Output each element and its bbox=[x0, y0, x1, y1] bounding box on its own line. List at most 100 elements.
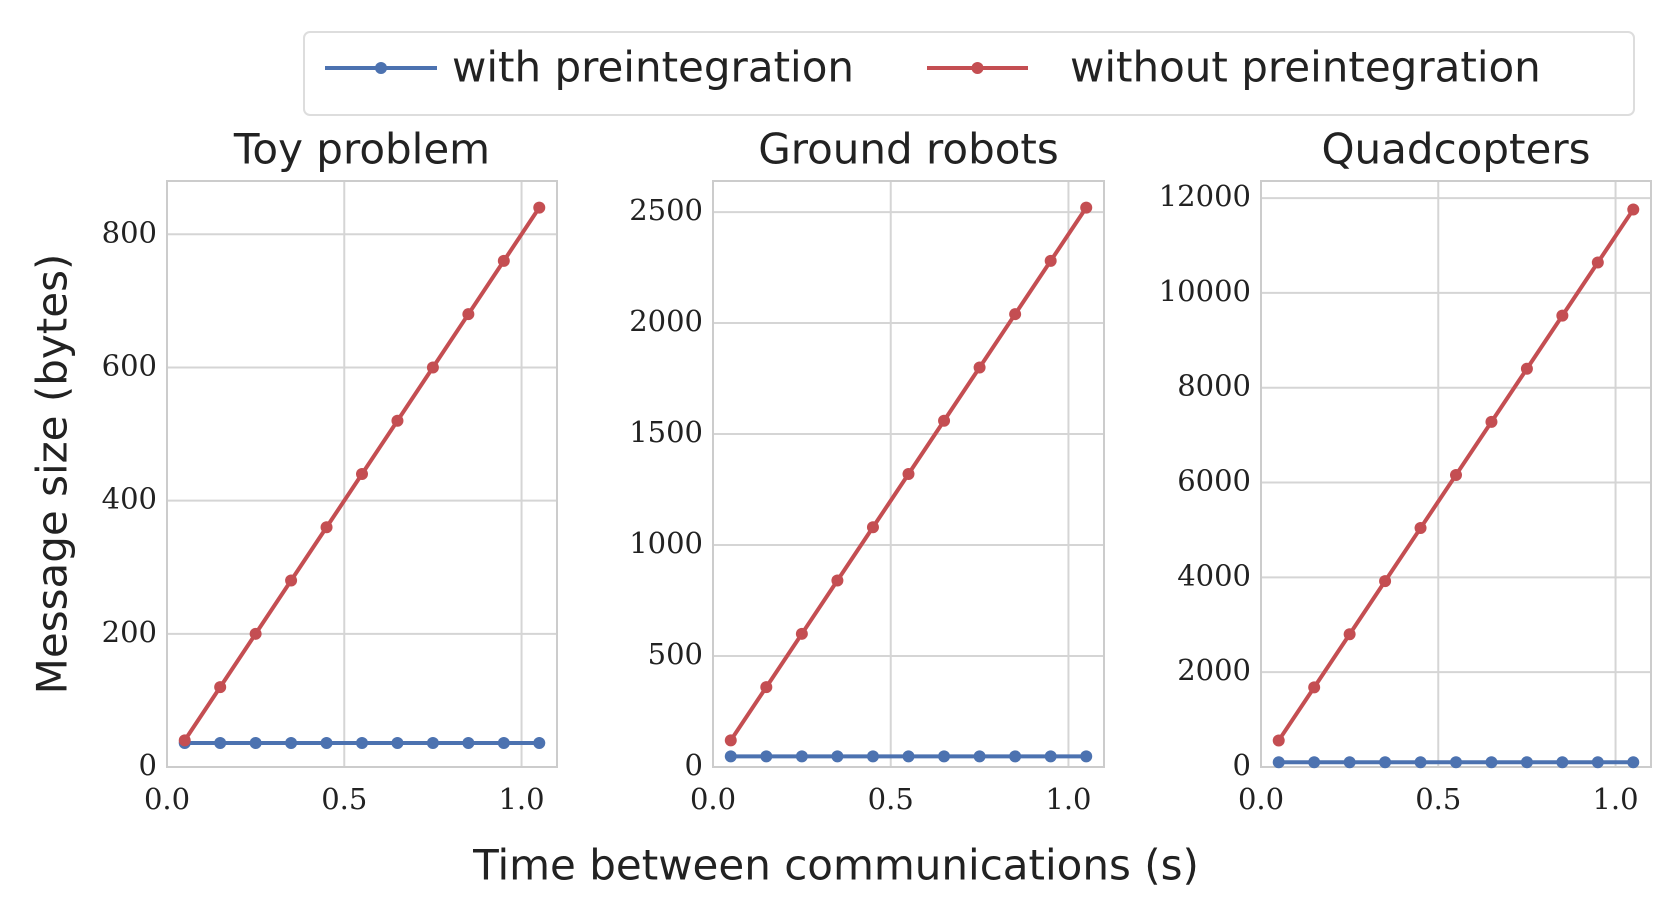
x-tick-label: 0.0 bbox=[690, 782, 736, 816]
legend-label: without preintegration bbox=[1070, 43, 1541, 92]
data-point bbox=[724, 750, 737, 763]
legend-marker bbox=[375, 62, 387, 74]
data-point bbox=[760, 750, 773, 763]
y-tick-label: 1500 bbox=[629, 415, 703, 449]
chart-title: Toy problem bbox=[233, 125, 490, 174]
data-point bbox=[356, 737, 368, 750]
x-tick-label: 1.0 bbox=[1045, 782, 1091, 816]
data-point bbox=[831, 750, 844, 763]
data-point bbox=[831, 574, 844, 587]
legend-marker bbox=[971, 62, 984, 74]
data-point bbox=[320, 737, 333, 750]
y-tick-label: 400 bbox=[102, 482, 157, 516]
y-tick-label: 2000 bbox=[629, 304, 703, 338]
data-point bbox=[1009, 750, 1022, 763]
data-point bbox=[533, 201, 546, 214]
data-point bbox=[497, 737, 510, 750]
data-point bbox=[462, 308, 475, 321]
y-tick-label: 600 bbox=[102, 348, 157, 382]
x-tick-label: 0.0 bbox=[144, 782, 190, 816]
data-point bbox=[902, 750, 915, 763]
data-point bbox=[285, 737, 298, 750]
data-point bbox=[1627, 756, 1640, 769]
y-tick-label: 2000 bbox=[1177, 653, 1251, 687]
x-tick-label: 0.5 bbox=[321, 782, 367, 816]
y-tick-label: 12000 bbox=[1159, 179, 1251, 213]
data-point bbox=[249, 627, 262, 640]
data-point bbox=[1308, 681, 1321, 694]
data-point bbox=[1414, 756, 1427, 769]
data-point bbox=[1009, 308, 1022, 321]
data-point bbox=[760, 681, 773, 694]
y-tick-label: 8000 bbox=[1177, 369, 1251, 403]
data-point bbox=[1080, 201, 1093, 214]
y-axis-label: Message size (bytes) bbox=[28, 254, 77, 695]
data-point bbox=[1414, 522, 1427, 535]
plot-frame bbox=[712, 180, 1105, 768]
data-point bbox=[1450, 468, 1462, 481]
data-point bbox=[1485, 756, 1498, 769]
data-point bbox=[214, 737, 227, 750]
chart-title: Quadcopters bbox=[1322, 125, 1591, 174]
data-point bbox=[1520, 756, 1533, 769]
data-point bbox=[178, 734, 191, 747]
legend-label: with preintegration bbox=[452, 43, 854, 92]
data-point bbox=[795, 627, 808, 640]
data-point bbox=[1272, 734, 1285, 747]
x-tick-label: 0.5 bbox=[1415, 782, 1461, 816]
chart-title: Ground robots bbox=[758, 125, 1059, 174]
data-point bbox=[320, 521, 333, 534]
data-point bbox=[533, 737, 546, 750]
data-point bbox=[426, 361, 439, 374]
data-point bbox=[1450, 756, 1462, 769]
data-point bbox=[1591, 756, 1604, 769]
y-tick-label: 0 bbox=[1233, 748, 1251, 782]
y-tick-label: 10000 bbox=[1159, 274, 1251, 308]
y-tick-label: 500 bbox=[648, 637, 703, 671]
data-point bbox=[1379, 756, 1392, 769]
data-point bbox=[1520, 362, 1533, 375]
data-point bbox=[426, 737, 439, 750]
data-point bbox=[1343, 756, 1356, 769]
data-point bbox=[249, 737, 262, 750]
y-tick-label: 800 bbox=[102, 215, 157, 249]
data-point bbox=[1044, 750, 1057, 763]
data-point bbox=[973, 361, 986, 374]
data-point bbox=[866, 521, 879, 534]
data-point bbox=[938, 414, 951, 427]
data-point bbox=[1308, 756, 1321, 769]
data-point bbox=[497, 254, 510, 267]
data-point bbox=[1080, 750, 1093, 763]
data-point bbox=[973, 750, 986, 763]
data-point bbox=[724, 734, 737, 747]
y-tick-label: 0 bbox=[139, 748, 157, 782]
data-point bbox=[391, 737, 404, 750]
x-axis-label: Time between communications (s) bbox=[472, 841, 1199, 890]
data-point bbox=[938, 750, 951, 763]
y-tick-label: 200 bbox=[102, 615, 157, 649]
y-tick-label: 0 bbox=[685, 748, 703, 782]
y-tick-label: 4000 bbox=[1177, 558, 1251, 592]
data-point bbox=[795, 750, 808, 763]
x-tick-label: 1.0 bbox=[1592, 782, 1638, 816]
data-point bbox=[1556, 309, 1569, 322]
data-point bbox=[391, 414, 404, 427]
data-point bbox=[462, 737, 475, 750]
legend-box bbox=[303, 31, 1635, 116]
y-tick-label: 2500 bbox=[629, 193, 703, 227]
data-point bbox=[902, 468, 915, 480]
data-point bbox=[1556, 756, 1569, 769]
data-point bbox=[866, 750, 879, 763]
x-tick-label: 0.5 bbox=[868, 782, 914, 816]
data-point bbox=[1272, 756, 1285, 769]
data-point bbox=[356, 468, 368, 480]
data-point bbox=[1627, 203, 1640, 216]
data-point bbox=[1044, 254, 1057, 267]
data-point bbox=[285, 574, 298, 587]
data-point bbox=[1485, 415, 1498, 428]
x-tick-label: 1.0 bbox=[498, 782, 544, 816]
y-tick-label: 1000 bbox=[629, 526, 703, 560]
plot-frame bbox=[166, 180, 558, 768]
data-point bbox=[1379, 575, 1392, 588]
y-tick-label: 6000 bbox=[1177, 464, 1251, 498]
